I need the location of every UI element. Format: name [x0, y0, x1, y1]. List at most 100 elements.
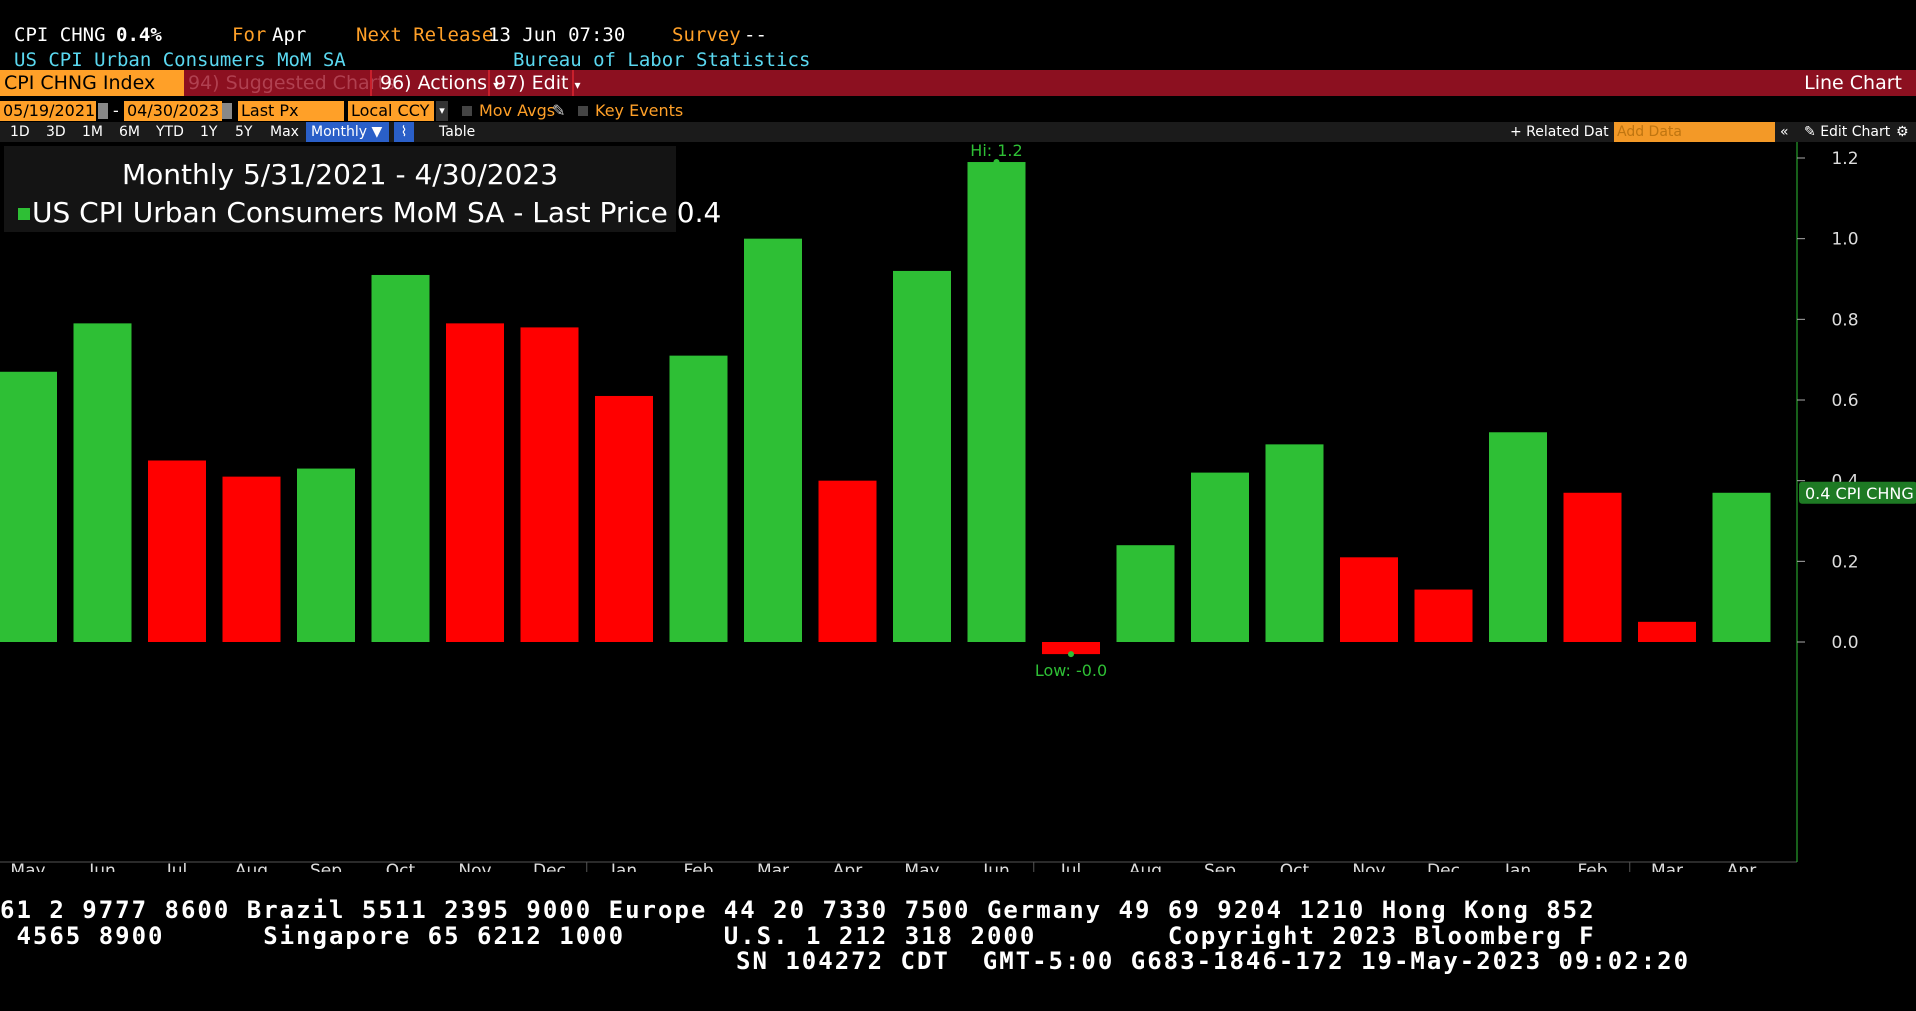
- edit-menu[interactable]: 97) Edit ▾: [494, 70, 581, 96]
- pencil-icon: ✎: [1804, 124, 1816, 140]
- security-input[interactable]: CPI CHNG Index: [0, 70, 184, 96]
- next-release-label: Next Release: [356, 24, 494, 46]
- x-tick-label: Aug: [1129, 861, 1162, 872]
- bar-chart: May Jun Jul Aug Sep Oct Nov Dec Jan Feb Mar Apr May J…: [0, 142, 1916, 872]
- frequency-select[interactable]: Monthly ▼: [306, 122, 389, 142]
- survey-value: --: [744, 24, 767, 46]
- key-events-checkbox[interactable]: [578, 106, 588, 116]
- x-tick-label: Mar: [757, 861, 789, 872]
- chart-type-label[interactable]: Line Chart: [1804, 72, 1902, 94]
- hi-label: Hi: 1.2: [970, 142, 1022, 160]
- chevron-down-icon[interactable]: ▾: [436, 101, 448, 121]
- bar: [1414, 589, 1473, 642]
- period-1d[interactable]: 1D: [10, 124, 30, 140]
- x-tick-label: May: [904, 861, 939, 872]
- toolbar-divider: [370, 70, 372, 96]
- bar: [818, 480, 877, 642]
- bar: [297, 468, 355, 642]
- bar: [744, 238, 802, 642]
- x-tick-label: Aug: [235, 861, 268, 872]
- related-data-button[interactable]: + Related Dat: [1510, 124, 1609, 140]
- x-tick-label: Jun: [88, 861, 116, 872]
- x-tick-label: Oct: [386, 861, 416, 872]
- bar: [1563, 492, 1622, 642]
- bar: [595, 395, 653, 642]
- period-3d[interactable]: 3D: [46, 124, 66, 140]
- period-max[interactable]: Max: [270, 124, 299, 140]
- bar: [1042, 642, 1100, 655]
- collapse-icon[interactable]: «: [1780, 124, 1789, 140]
- x-tick-label: Dec: [1427, 861, 1460, 872]
- bar: [669, 355, 728, 642]
- x-tick-label: Jun: [982, 861, 1010, 872]
- bar: [1265, 444, 1324, 642]
- key-events-label: Key Events: [595, 101, 684, 120]
- x-tick-label: Jan: [610, 861, 637, 872]
- period-1m[interactable]: 1M: [82, 124, 103, 140]
- x-tick-label: Apr: [1727, 861, 1756, 872]
- start-date-input[interactable]: 05/19/2021: [0, 101, 96, 121]
- x-tick-label: Mar: [1651, 861, 1683, 872]
- actions-menu[interactable]: 96) Actions ▾: [380, 70, 499, 96]
- legend-last-value: 0.4: [676, 196, 722, 229]
- toolbar-divider: [572, 70, 574, 96]
- x-tick-label: Oct: [1280, 861, 1310, 872]
- bar: [1191, 472, 1249, 642]
- series-swatch: [18, 208, 30, 220]
- security-description: US CPI Urban Consumers MoM SA: [14, 49, 346, 71]
- field-select[interactable]: Last Px: [238, 101, 344, 121]
- table-button[interactable]: Table: [439, 124, 476, 140]
- data-source: Bureau of Labor Statistics: [513, 49, 811, 71]
- legend-series[interactable]: US CPI Urban Consumers MoM SA - Last Pri…: [18, 196, 721, 229]
- edit-label: 97) Edit: [494, 72, 569, 94]
- x-tick-label: Nov: [458, 861, 491, 872]
- x-tick-label: Dec: [533, 861, 566, 872]
- bar: [1712, 492, 1771, 642]
- edit-chart-button[interactable]: ✎ Edit Chart: [1804, 122, 1890, 142]
- edit-chart-label: Edit Chart: [1820, 124, 1891, 140]
- suggested-charts-button[interactable]: 94) Suggested Charts: [188, 72, 395, 94]
- period-ytd[interactable]: YTD: [156, 124, 184, 140]
- last-value-label: 0.4 CPI CHNG: [1805, 484, 1914, 503]
- gear-icon[interactable]: ⚙: [1896, 124, 1909, 140]
- calendar-icon[interactable]: [98, 103, 108, 119]
- function-toolbar: CPI CHNG Index 94) Suggested Charts 96) …: [0, 70, 1916, 96]
- chart-controls: 05/19/2021 - 04/30/2023 Last Px Local CC…: [0, 101, 1916, 123]
- low-label: Low: -0.0: [1035, 661, 1107, 680]
- add-data-input[interactable]: Add Data: [1614, 122, 1775, 142]
- bar: [967, 162, 1026, 642]
- x-tick-label: Apr: [833, 861, 862, 872]
- bar: [893, 270, 951, 642]
- x-tick-label: Sep: [1204, 861, 1236, 872]
- latest-value: 0.4%: [116, 24, 162, 46]
- chart-style-icon[interactable]: ⌇: [394, 122, 414, 142]
- footer-line-3: SN 104272 CDT GMT-5:00 G683-1846-172 19-…: [736, 947, 1691, 975]
- bar: [371, 274, 430, 642]
- x-tick-label: Feb: [683, 861, 713, 872]
- bar: [1340, 557, 1398, 642]
- chart-legend: Monthly 5/31/2021 - 4/30/2023 US CPI Urb…: [4, 146, 721, 232]
- period-1y[interactable]: 1Y: [200, 124, 218, 140]
- x-tick-label: Feb: [1577, 861, 1607, 872]
- legend-series-label: US CPI Urban Consumers MoM SA - Last Pri…: [32, 196, 668, 229]
- chevron-down-icon: ▾: [574, 78, 581, 92]
- calendar-icon[interactable]: [222, 103, 232, 119]
- add-data-placeholder: Add Data: [1617, 124, 1682, 140]
- frequency-label: Monthly: [311, 124, 368, 140]
- mov-avgs-checkbox[interactable]: [462, 106, 472, 116]
- period-6m[interactable]: 6M: [119, 124, 140, 140]
- period-5y[interactable]: 5Y: [235, 124, 253, 140]
- y-tick-label: 0.6: [1831, 391, 1858, 411]
- y-tick-label: 0.0: [1831, 633, 1858, 653]
- bar: [73, 323, 132, 642]
- end-date-input[interactable]: 04/30/2023: [124, 101, 222, 121]
- pencil-icon[interactable]: ✎: [552, 101, 566, 120]
- last-value-tag: [1799, 481, 1916, 504]
- currency-select[interactable]: Local CCY: [348, 101, 434, 121]
- chevron-down-icon: ▼: [371, 124, 383, 140]
- x-tick-label: Sep: [310, 861, 342, 872]
- legend-title: Monthly 5/31/2021 - 4/30/2023: [121, 158, 559, 191]
- y-tick-label: 1.0: [1831, 230, 1858, 250]
- period-bar: 1D 3D 1M 6M YTD 1Y 5Y Max Monthly ▼ ⌇ Ta…: [0, 122, 1916, 142]
- y-tick-label: 0.8: [1831, 310, 1858, 330]
